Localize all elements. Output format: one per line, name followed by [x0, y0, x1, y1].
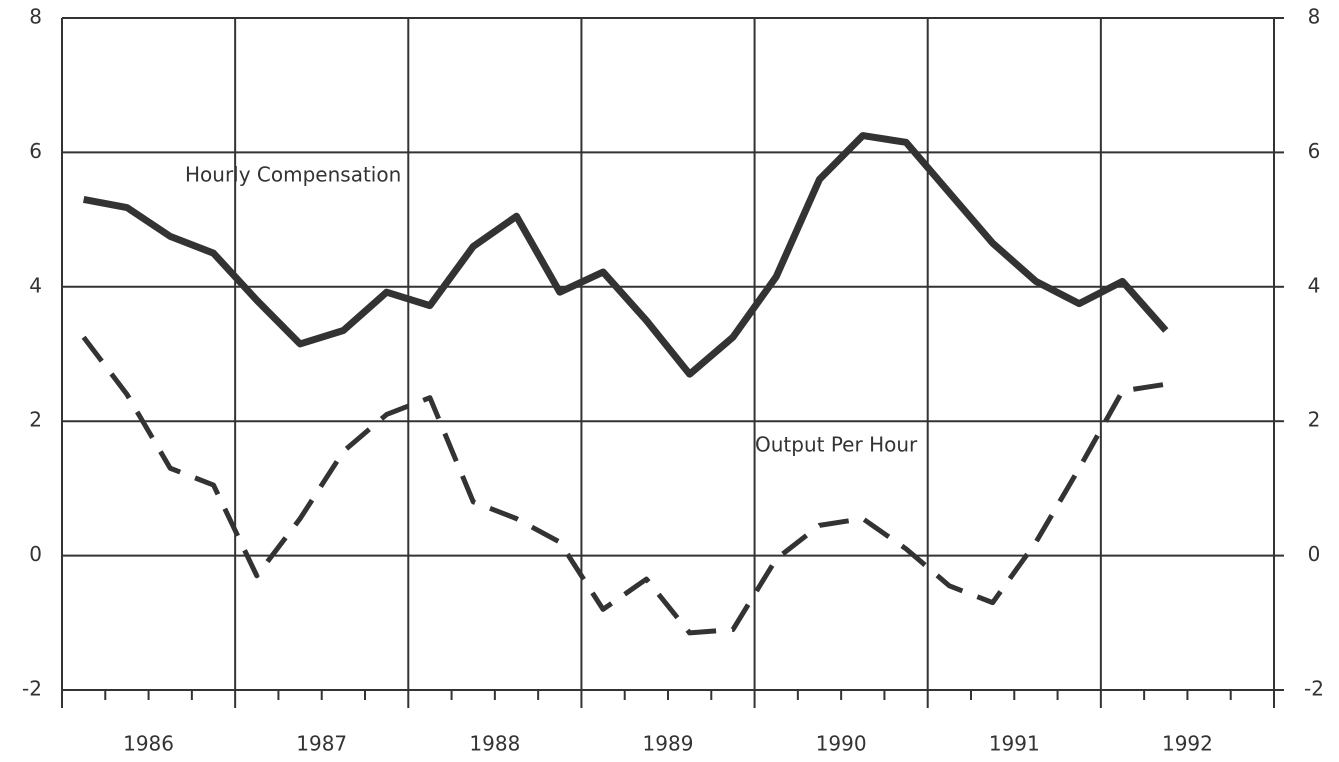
- x-tick-label: 1988: [469, 732, 520, 756]
- y-tick-label: 2: [29, 408, 42, 432]
- x-tick-label: 1986: [123, 732, 174, 756]
- y2-tick-label: -2: [1304, 677, 1324, 701]
- y2-tick-label: 8: [1308, 5, 1321, 29]
- y-tick-label: 0: [29, 542, 42, 566]
- x-tick-label: 1987: [296, 732, 347, 756]
- y-tick-label: -2: [22, 677, 42, 701]
- x-tick-label: 1989: [643, 732, 694, 756]
- x-tick-label: 1992: [1162, 732, 1213, 756]
- y-tick-label: 8: [29, 5, 42, 29]
- y-tick-label: 4: [29, 273, 42, 297]
- x-tick-label: 1991: [989, 732, 1040, 756]
- x-tick-label: 1990: [816, 732, 867, 756]
- annotation: Output Per Hour: [755, 433, 918, 457]
- annotation: Hourly Compensation: [185, 163, 401, 187]
- y2-tick-label: 2: [1308, 408, 1321, 432]
- y2-tick-label: 6: [1308, 139, 1321, 163]
- y2-tick-label: 0: [1308, 542, 1321, 566]
- y-tick-label: 6: [29, 139, 42, 163]
- series-line: [83, 132, 1169, 378]
- y2-tick-label: 4: [1308, 273, 1321, 297]
- series-line: [81, 335, 1167, 636]
